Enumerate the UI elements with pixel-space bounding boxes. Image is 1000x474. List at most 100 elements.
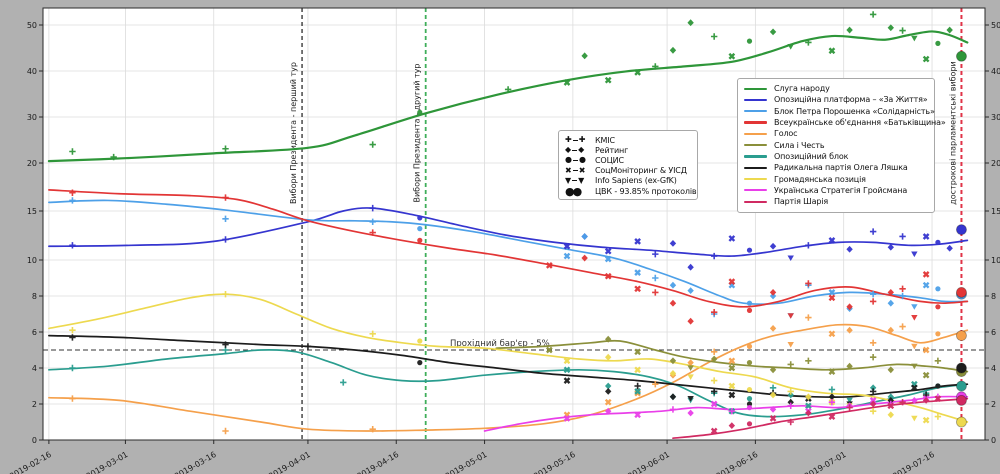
poll-marker [604, 255, 612, 263]
poll-marker [787, 313, 794, 319]
y-tick-label-right: 10 [991, 256, 1000, 265]
poll-marker [922, 416, 930, 424]
poll-marker [687, 365, 694, 371]
poll-marker [652, 63, 659, 70]
poll-marker [669, 393, 677, 401]
x-tick-label: 2019-03-01 [85, 450, 130, 474]
party-color-swatch [744, 132, 767, 135]
y-tick-label-right: 20 [991, 159, 1000, 168]
result-dot [956, 416, 967, 428]
poll-marker [846, 245, 853, 253]
poll-marker [669, 299, 677, 307]
poll-marker [728, 408, 736, 415]
x-tick-label: 2019-04-01 [267, 450, 312, 474]
x-tick-label: 2019-06-16 [715, 450, 760, 474]
poll-marker [911, 315, 918, 321]
poll-marker [634, 269, 641, 276]
poll-marker [563, 377, 571, 384]
poll-marker [369, 141, 376, 148]
poll-marker [787, 402, 794, 409]
poll-marker [652, 289, 659, 296]
poll-marker [922, 346, 930, 354]
poll-marker [746, 247, 753, 253]
poll-marker [563, 242, 571, 250]
x-tick-label: 2019-03-16 [173, 450, 218, 474]
poll-marker [769, 292, 777, 300]
pollster-legend-item: ✖ ✖ СоцМоніторинг & УІСД [565, 166, 691, 176]
diamond-marker-icon: ◆ ◆ [565, 145, 585, 155]
poll-marker [604, 398, 612, 406]
poll-marker [935, 239, 941, 245]
poll-marker [787, 44, 794, 50]
poll-marker [634, 388, 641, 395]
poll-marker [605, 335, 612, 343]
poll-marker [222, 145, 229, 152]
y-tick-label-left: 2 [32, 400, 37, 409]
poll-marker [935, 331, 941, 337]
poll-marker [846, 397, 853, 404]
poll-marker [669, 46, 677, 54]
poll-marker [769, 289, 777, 296]
poll-marker [935, 304, 941, 310]
poll-marker [634, 285, 641, 293]
poll-marker [887, 24, 894, 32]
poll-marker [369, 218, 376, 225]
poll-marker [746, 343, 753, 349]
party-legend-item: Блок Петра Порошенка «Солідарність» [744, 106, 935, 117]
poll-marker [69, 148, 76, 155]
result-dot [956, 362, 967, 374]
plot-border [42, 7, 986, 441]
poll-marker [846, 303, 853, 311]
pollster-legend-item: ◆ ◆ Рейтинг [565, 145, 691, 155]
poll-marker [887, 366, 894, 374]
result-dot [956, 224, 967, 236]
poll-marker [634, 348, 641, 356]
party-legend-label: Сила і Честь [774, 140, 825, 150]
trend-lines [47, 30, 969, 440]
poll-marker [563, 415, 571, 422]
poll-marker [805, 314, 812, 321]
poll-marker [110, 153, 117, 161]
poll-marker [222, 215, 229, 223]
poll-marker [69, 197, 76, 204]
poll-marker [887, 299, 894, 307]
poll-marker [922, 281, 930, 289]
poll-marker [669, 406, 677, 413]
x-tick-label: 2019-06-01 [626, 450, 671, 474]
poll-marker [634, 366, 641, 374]
big-circle-marker-icon: ● ● [565, 184, 582, 198]
poll-marker [669, 281, 677, 289]
party-color-swatch [744, 189, 767, 192]
party-color-swatch [744, 166, 767, 169]
pollster-legend-label: СОЦИС [595, 155, 624, 165]
poll-marker [828, 399, 836, 406]
threshold-label: Прохідний бар'єр - 5% [450, 339, 550, 349]
poll-marker [687, 287, 694, 294]
poll-marker [746, 401, 753, 407]
poll-marker [563, 357, 571, 365]
party-color-swatch [744, 121, 767, 124]
poll-marker [887, 397, 894, 404]
party-legend-item: Опозиційна платформа – «За Життя» [744, 94, 928, 105]
pollster-legend-label: КМІС [595, 135, 615, 145]
x-tick-label: 2019-05-16 [532, 450, 577, 474]
poll-marker [946, 26, 953, 34]
poll-marker [911, 384, 918, 392]
party-trend-line-2 [48, 199, 969, 305]
poll-marker [922, 397, 930, 404]
party-legend-item: Громадянська позиція [744, 173, 928, 184]
event-label: Вибори Президента - другий тур [413, 64, 422, 203]
poll-marker [687, 374, 694, 380]
y-tick-label-right: 4 [991, 364, 996, 373]
party-legend-item: Слуга народу [744, 83, 928, 94]
poll-marker [899, 27, 906, 34]
poll-marker [545, 262, 553, 269]
poll-marker [222, 346, 229, 354]
poll-marker [769, 384, 777, 391]
pollster-legend-label: СоцМоніторинг & УІСД [595, 166, 687, 176]
poll-marker [222, 236, 229, 243]
poll-marker [911, 35, 918, 42]
poll-marker [728, 52, 736, 60]
poll-marker [369, 229, 376, 236]
party-trend-line-1 [48, 207, 969, 257]
